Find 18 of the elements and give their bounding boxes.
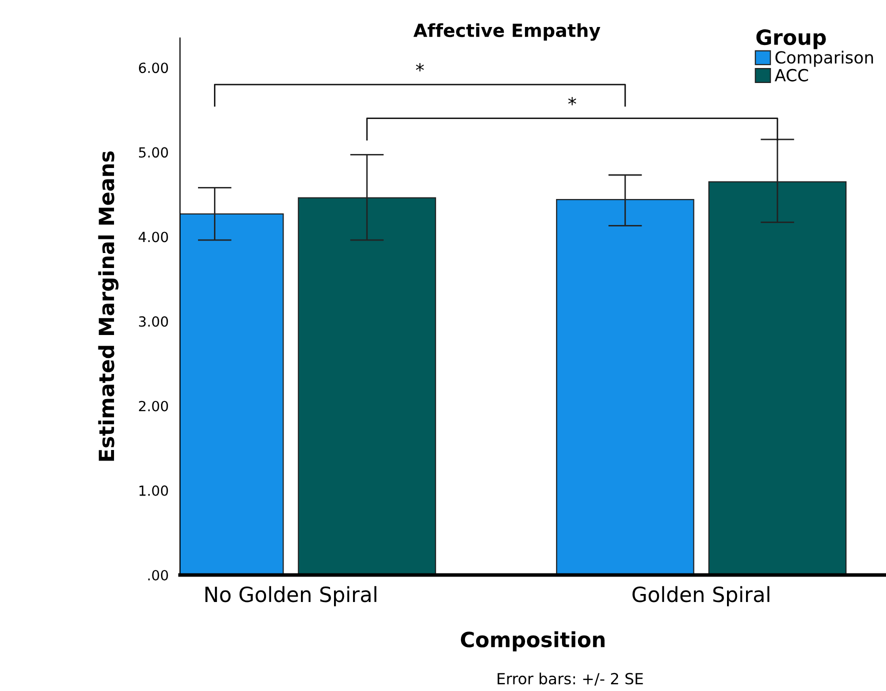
y-tick-label: 5.00 (139, 147, 168, 158)
y-tick-label: 2.00 (138, 400, 168, 412)
y-axis-title: Estimated Marginal Means (98, 151, 119, 461)
chart-title: Affective Empathy (413, 23, 600, 41)
y-tick-label: .00 (148, 570, 168, 580)
text: Error bars: +/- 2 SE (498, 672, 643, 686)
x-tick-label: No Golden Spiral (205, 586, 376, 606)
legend-title: Group (756, 29, 826, 50)
legend-label: ACC (774, 68, 808, 82)
y-tick-label: 6.00 (138, 62, 168, 74)
annotation: * (416, 63, 424, 72)
legend-label: Comparison (775, 50, 873, 67)
x-tick-label: Golden Spiral (632, 586, 770, 606)
y-tick-label: 3.00 (139, 316, 168, 327)
y-tick-label: 4.00 (138, 232, 168, 242)
y-tick-label: 1.00 (139, 485, 168, 496)
annotation: * (568, 96, 576, 106)
x-axis-title: Composition (460, 631, 605, 652)
